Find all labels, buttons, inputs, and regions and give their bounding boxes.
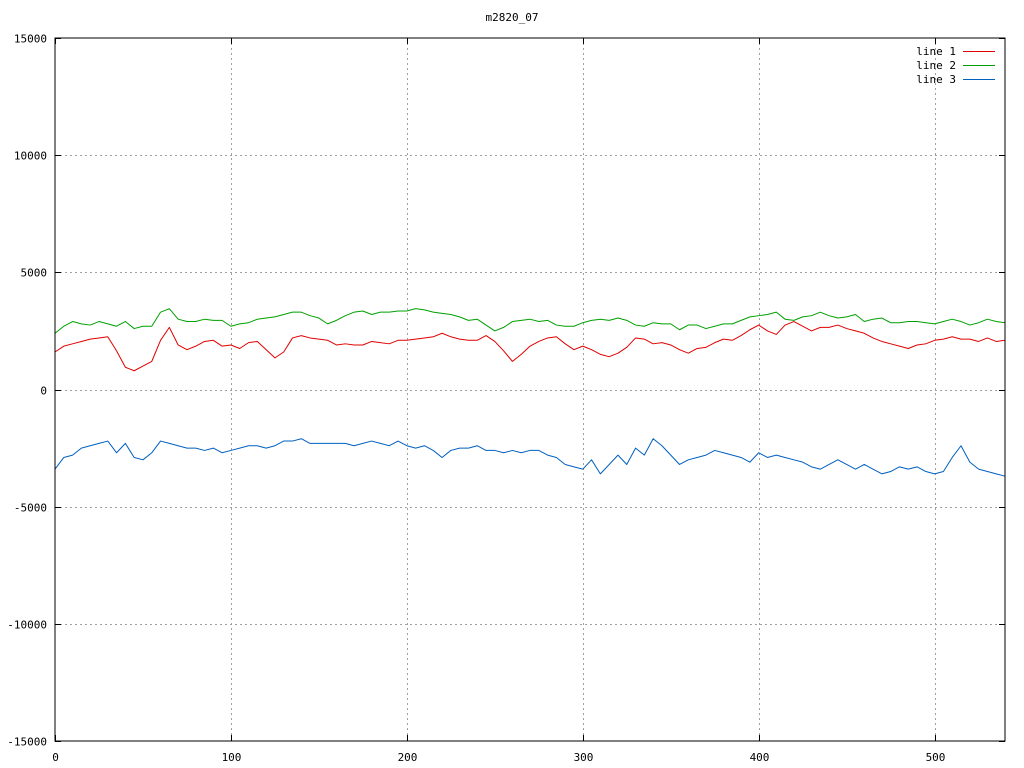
y-tick-label: -15000 xyxy=(7,736,47,749)
y-tick-label: 10000 xyxy=(14,150,47,163)
series-line-2 xyxy=(54,308,1006,334)
y-tick-label: -10000 xyxy=(7,619,47,632)
x-tick-label: 200 xyxy=(398,751,418,764)
chart-title: m2820_07 xyxy=(486,11,539,24)
x-tick-label: 500 xyxy=(926,751,946,764)
grid-lines xyxy=(55,38,1005,741)
plot-area-border xyxy=(54,37,1006,742)
legend-label: line 3 xyxy=(916,73,956,86)
x-tick-label: 400 xyxy=(750,751,770,764)
series-line-3 xyxy=(54,438,1006,477)
x-tick-label: 0 xyxy=(52,751,59,764)
x-tick-label: 300 xyxy=(574,751,594,764)
y-tick-label: 5000 xyxy=(21,267,48,280)
series-line-1 xyxy=(54,321,1006,372)
y-tick-label: 15000 xyxy=(14,33,47,46)
y-tick-label: -5000 xyxy=(14,502,47,515)
legend-label: line 1 xyxy=(916,45,956,58)
legend-label: line 2 xyxy=(916,59,956,72)
axis-ticks: -15000 -10000 -5000 0 5000 10000 15000 0 100 200 3… xyxy=(7,33,1005,764)
y-tick-label: 0 xyxy=(40,385,47,398)
data-series xyxy=(54,308,1006,477)
x-tick-label: 100 xyxy=(222,751,242,764)
